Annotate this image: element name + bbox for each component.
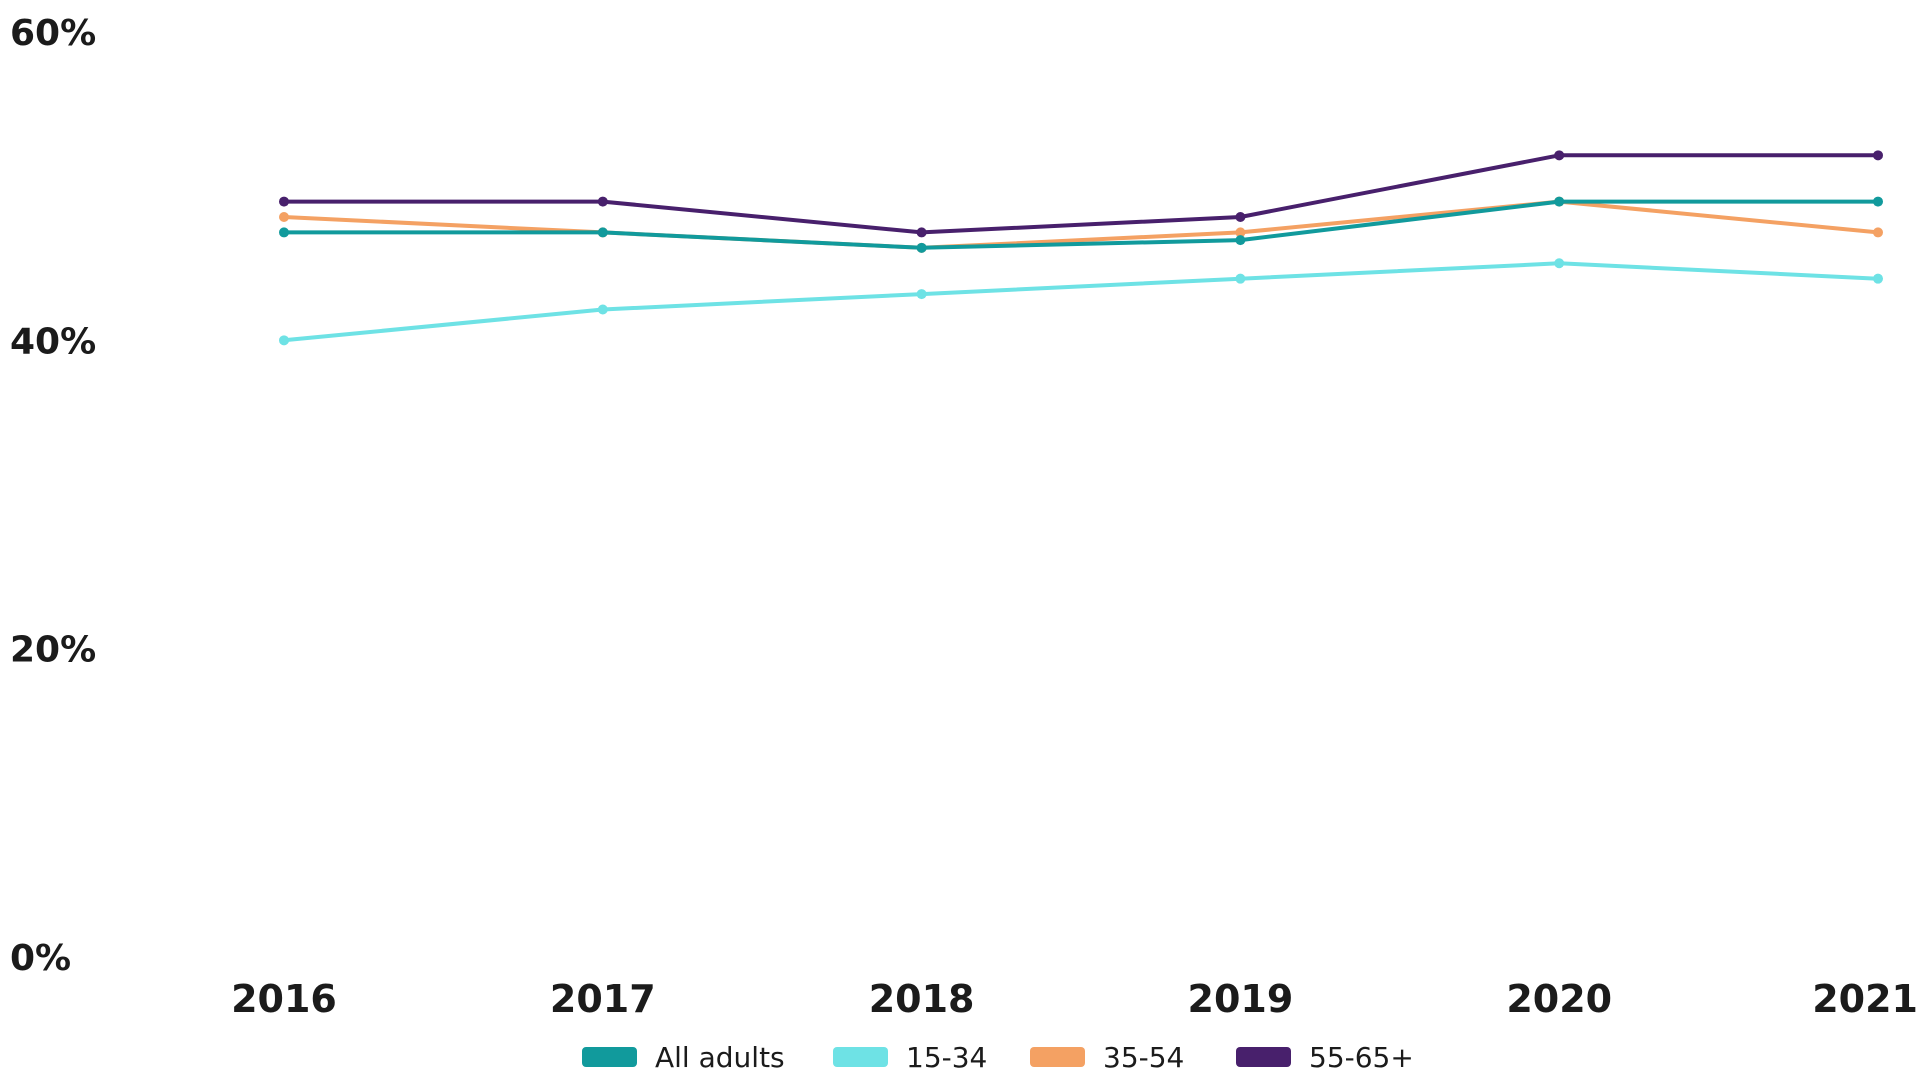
series-55-65 xyxy=(279,150,1883,238)
series-line-all-adults xyxy=(282,199,1880,250)
y-tick-label-60: 60% xyxy=(10,13,96,54)
data-point-55-65-2018 xyxy=(916,227,927,238)
y-tick-label-40: 40% xyxy=(10,321,96,362)
data-point-15-34-2021 xyxy=(1873,273,1883,284)
data-point-35-54-2016 xyxy=(279,212,289,222)
legend-label-35-54: 35-54 xyxy=(1103,1041,1184,1074)
series-all-adults xyxy=(279,196,1883,253)
data-point-55-65-2019 xyxy=(1235,212,1246,222)
series-line-55-65 xyxy=(282,153,1880,235)
data-point-55-65-2017 xyxy=(597,196,608,207)
legend: All adults 15-34 35-54 55-65+ xyxy=(582,1041,1414,1074)
legend-item-15-34: 15-34 xyxy=(833,1041,987,1074)
data-point-15-34-2017 xyxy=(597,304,608,315)
y-axis: 0% 20% 40% 60% xyxy=(10,13,96,979)
data-point-all-adults-2018 xyxy=(916,242,927,253)
series-layer xyxy=(279,150,1883,346)
legend-swatch-55-65 xyxy=(1236,1047,1291,1067)
data-point-55-65-2016 xyxy=(279,196,289,207)
legend-item-all-adults: All adults xyxy=(582,1041,785,1074)
y-tick-label-0: 0% xyxy=(10,938,71,979)
legend-swatch-all-adults xyxy=(582,1047,637,1067)
data-point-all-adults-2017 xyxy=(597,227,608,238)
data-point-35-54-2021 xyxy=(1873,227,1883,238)
data-point-all-adults-2020 xyxy=(1554,196,1565,207)
legend-item-55-65: 55-65+ xyxy=(1236,1041,1414,1074)
legend-label-all-adults: All adults xyxy=(655,1041,785,1074)
x-tick-label-2018: 2018 xyxy=(869,977,975,1021)
x-axis: 2016 2017 2018 2019 2020 2021 xyxy=(231,977,1918,1021)
data-point-55-65-2021 xyxy=(1873,150,1883,161)
series-line-15-34 xyxy=(282,261,1880,343)
x-tick-label-2016: 2016 xyxy=(231,977,337,1021)
legend-swatch-15-34 xyxy=(833,1047,888,1067)
y-tick-label-20: 20% xyxy=(10,630,96,671)
data-point-15-34-2019 xyxy=(1235,273,1246,284)
legend-label-15-34: 15-34 xyxy=(906,1041,987,1074)
series-15-34 xyxy=(279,258,1883,346)
x-tick-label-2017: 2017 xyxy=(550,977,656,1021)
x-tick-label-2019: 2019 xyxy=(1188,977,1294,1021)
data-point-15-34-2016 xyxy=(279,335,289,346)
legend-swatch-35-54 xyxy=(1030,1047,1085,1067)
data-point-all-adults-2021 xyxy=(1873,196,1883,207)
x-tick-label-2021: 2021 xyxy=(1812,977,1918,1021)
data-point-all-adults-2019 xyxy=(1235,235,1246,246)
x-tick-label-2020: 2020 xyxy=(1506,977,1612,1021)
data-point-15-34-2018 xyxy=(916,289,927,300)
data-point-55-65-2020 xyxy=(1554,150,1565,161)
legend-item-35-54: 35-54 xyxy=(1030,1041,1184,1074)
data-point-all-adults-2016 xyxy=(279,227,289,238)
series-line-35-54 xyxy=(282,199,1880,250)
legend-label-55-65: 55-65+ xyxy=(1309,1041,1414,1074)
data-point-35-54-2019 xyxy=(1235,227,1246,238)
data-point-15-34-2020 xyxy=(1554,258,1565,269)
